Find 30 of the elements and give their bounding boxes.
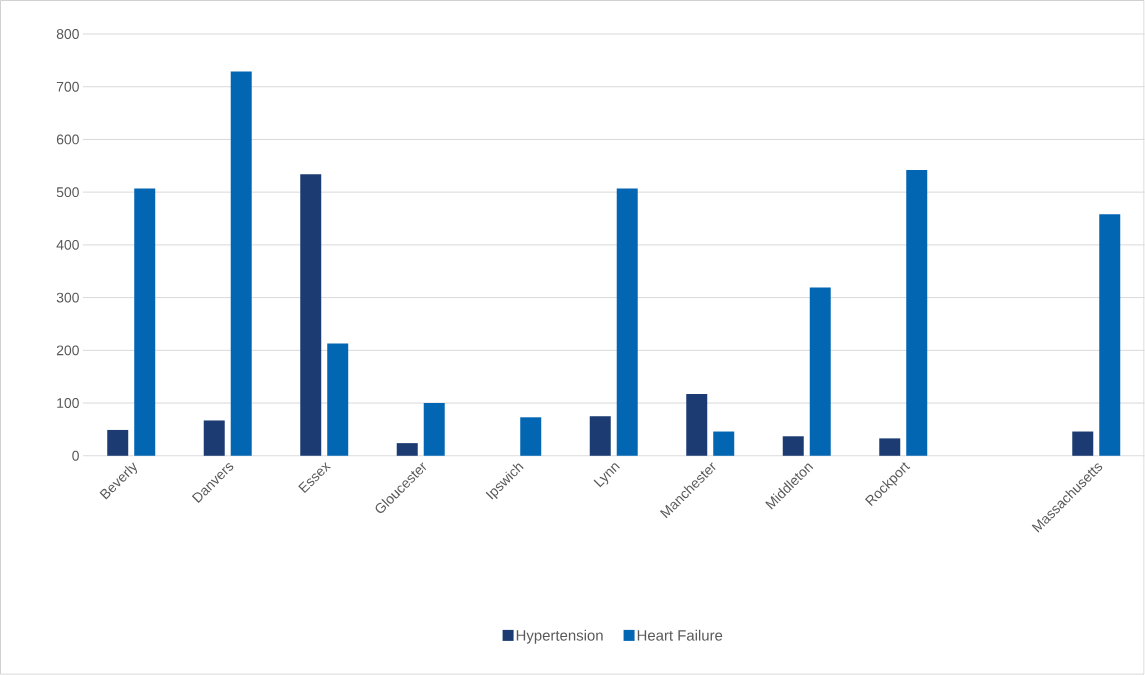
bar xyxy=(134,188,156,456)
bar xyxy=(713,431,735,456)
y-tick-label: 200 xyxy=(56,345,79,356)
bar xyxy=(230,71,252,456)
bar xyxy=(520,417,542,456)
y-tick-label: 0 xyxy=(72,450,79,461)
y-tick-label: 600 xyxy=(56,134,79,145)
bar xyxy=(906,170,928,456)
y-tick-label: 400 xyxy=(56,240,79,250)
bar xyxy=(616,188,638,456)
bar xyxy=(809,287,831,456)
bar xyxy=(782,436,804,456)
bar xyxy=(203,420,225,456)
bar xyxy=(107,430,129,456)
bar xyxy=(327,343,349,456)
y-tick-label: 100 xyxy=(57,398,79,409)
y-tick-label: 700 xyxy=(56,81,79,92)
y-tick-label: 800 xyxy=(56,29,79,40)
bar xyxy=(686,394,708,456)
legend-label: Hypertension xyxy=(516,629,603,644)
legend-label: Heart Failure xyxy=(637,629,723,641)
bar xyxy=(396,443,418,456)
y-tick-label: 300 xyxy=(56,292,79,303)
y-tick-label: 500 xyxy=(56,187,79,198)
bar xyxy=(589,416,611,456)
bar xyxy=(879,438,901,456)
bar xyxy=(300,174,322,456)
bar xyxy=(423,403,445,456)
bar xyxy=(1072,431,1094,456)
bar xyxy=(1099,214,1121,456)
